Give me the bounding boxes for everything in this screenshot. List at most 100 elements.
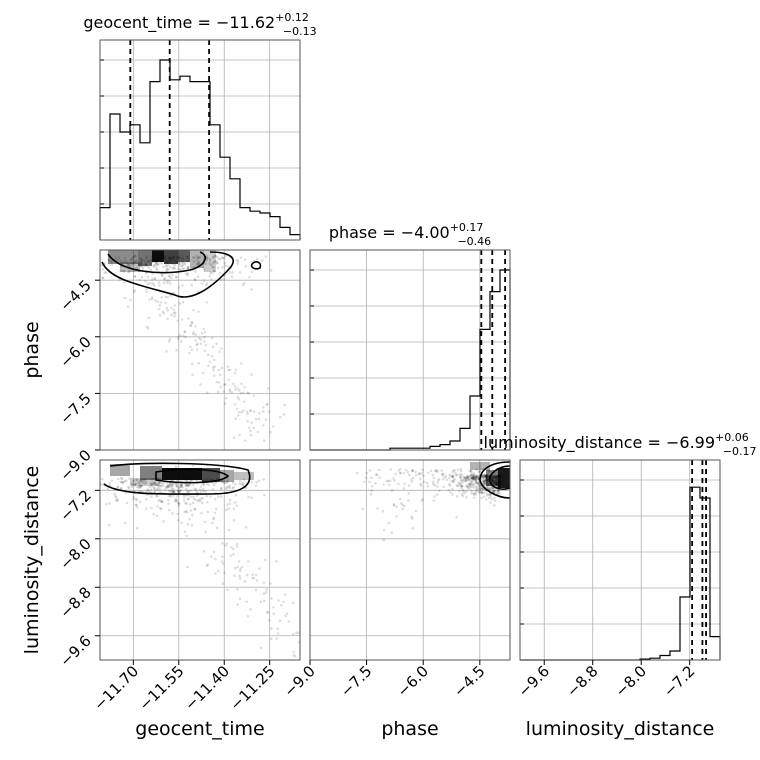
sample-point bbox=[475, 475, 479, 478]
sample-point bbox=[480, 490, 483, 493]
sample-point bbox=[176, 512, 180, 516]
sample-point bbox=[228, 388, 232, 391]
contour-outer bbox=[479, 461, 510, 499]
sample-point bbox=[157, 307, 161, 311]
sample-point bbox=[402, 487, 406, 490]
sample-point bbox=[184, 484, 188, 488]
sample-point bbox=[475, 475, 478, 479]
sample-point bbox=[222, 390, 226, 393]
sample-point bbox=[180, 318, 184, 321]
sample-point bbox=[233, 566, 237, 570]
sample-point bbox=[235, 545, 239, 548]
sample-point bbox=[139, 486, 142, 489]
sample-point bbox=[469, 474, 473, 478]
sample-point bbox=[486, 486, 490, 490]
sample-point bbox=[436, 481, 439, 484]
sample-point bbox=[135, 498, 138, 502]
sample-point bbox=[160, 262, 164, 265]
sample-point bbox=[161, 310, 164, 313]
sample-point bbox=[139, 479, 143, 483]
sample-point bbox=[194, 324, 197, 328]
sample-point bbox=[212, 483, 216, 487]
sample-point bbox=[252, 410, 256, 413]
sample-point bbox=[471, 474, 475, 478]
sample-point bbox=[153, 277, 157, 280]
sample-point bbox=[257, 411, 261, 415]
sample-point bbox=[156, 300, 160, 303]
sample-point bbox=[481, 476, 485, 480]
sample-point bbox=[197, 361, 201, 365]
sample-point bbox=[241, 283, 245, 287]
sample-point bbox=[169, 483, 172, 487]
sample-point bbox=[251, 576, 254, 580]
sample-point bbox=[213, 254, 217, 258]
sample-point bbox=[132, 290, 136, 294]
sample-point bbox=[219, 495, 223, 499]
sample-point bbox=[418, 472, 421, 475]
sample-point bbox=[212, 269, 216, 273]
sample-point bbox=[165, 485, 169, 488]
sample-point bbox=[474, 485, 478, 488]
sample-point bbox=[191, 373, 194, 377]
sample-point bbox=[119, 487, 123, 490]
sample-point bbox=[244, 525, 248, 529]
sample-point bbox=[234, 493, 238, 497]
sample-point bbox=[188, 503, 192, 506]
sample-point bbox=[149, 488, 153, 491]
sample-point bbox=[478, 469, 481, 473]
sample-point bbox=[210, 354, 214, 358]
sample-point bbox=[206, 500, 209, 504]
sample-point bbox=[224, 487, 228, 490]
sample-point bbox=[434, 469, 437, 473]
density-content bbox=[100, 250, 286, 442]
sample-point bbox=[252, 426, 256, 430]
sample-point bbox=[230, 546, 233, 549]
sample-point bbox=[195, 494, 199, 498]
sample-point bbox=[73, 485, 76, 488]
sample-point bbox=[474, 479, 478, 482]
sample-point bbox=[210, 336, 214, 340]
sample-point bbox=[146, 489, 150, 492]
sample-point bbox=[270, 597, 273, 600]
sample-point bbox=[159, 481, 162, 484]
x-tick-label: −7.2 bbox=[660, 662, 698, 700]
sample-point bbox=[250, 480, 254, 484]
sample-point bbox=[200, 282, 204, 285]
sample-point bbox=[461, 480, 465, 484]
sample-point bbox=[233, 574, 236, 577]
sample-point bbox=[237, 410, 241, 414]
sample-point bbox=[475, 487, 479, 491]
sample-point bbox=[255, 257, 259, 261]
sample-point bbox=[476, 482, 480, 486]
sample-point bbox=[464, 484, 468, 487]
sample-point bbox=[138, 278, 141, 282]
sample-point bbox=[294, 654, 297, 658]
sample-point bbox=[130, 485, 134, 489]
sample-point bbox=[254, 573, 258, 577]
sample-point bbox=[429, 469, 433, 473]
sample-point bbox=[217, 257, 221, 261]
sample-point bbox=[183, 263, 186, 266]
sample-point bbox=[465, 474, 469, 478]
sample-point bbox=[132, 255, 135, 259]
sample-point bbox=[133, 260, 137, 264]
sample-point bbox=[479, 487, 483, 491]
sample-point bbox=[129, 258, 133, 261]
sample-point bbox=[399, 501, 403, 505]
sample-point bbox=[100, 483, 103, 486]
sample-point bbox=[271, 425, 275, 428]
sample-point bbox=[202, 327, 205, 331]
sample-point bbox=[178, 262, 182, 265]
sample-point bbox=[176, 501, 180, 504]
sample-point bbox=[220, 347, 223, 350]
sample-point bbox=[269, 430, 272, 434]
sample-point bbox=[116, 485, 120, 489]
sample-point bbox=[207, 364, 210, 368]
sample-point bbox=[410, 515, 414, 519]
sample-point bbox=[184, 510, 188, 513]
sample-point bbox=[165, 269, 168, 273]
sample-point bbox=[466, 475, 470, 479]
sample-point bbox=[411, 469, 414, 473]
sample-point bbox=[107, 258, 110, 262]
sample-point bbox=[255, 481, 258, 484]
